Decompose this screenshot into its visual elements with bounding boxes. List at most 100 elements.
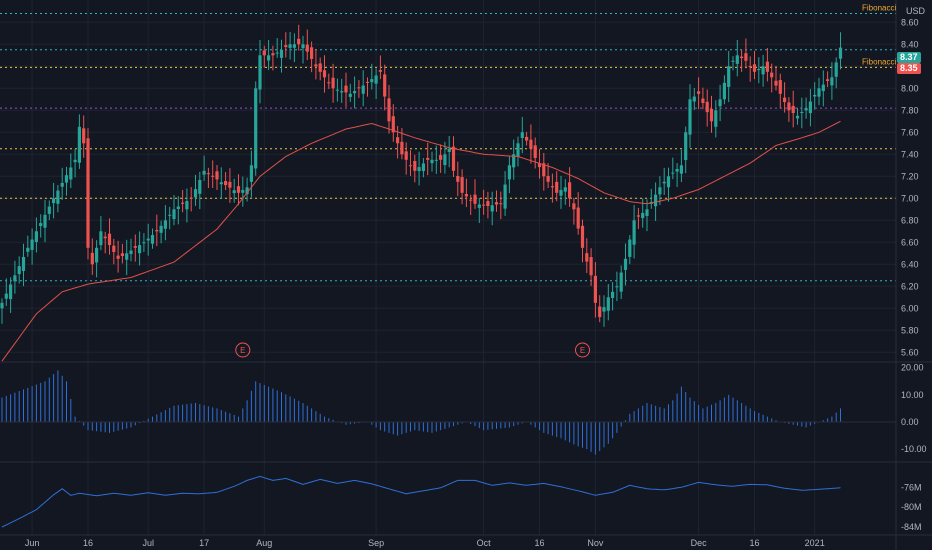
candle-body[interactable] [245,187,249,195]
earnings-marker[interactable] [575,342,590,358]
candle-body[interactable] [232,190,236,194]
candle-body[interactable] [735,55,739,64]
candle-body[interactable] [404,151,408,160]
candle-body[interactable] [701,98,705,103]
candle-body[interactable] [172,209,176,220]
candle-body[interactable] [77,126,81,163]
candle-body[interactable] [99,231,103,246]
candle-body[interactable] [838,47,843,59]
candle-body[interactable] [9,284,13,300]
candle-body[interactable] [542,163,546,177]
candle-body[interactable] [748,65,752,67]
candle-body[interactable] [64,175,69,183]
candle-body[interactable] [228,181,232,188]
candle-body[interactable] [580,225,585,248]
candle-body[interactable] [456,176,460,182]
candle-body[interactable] [817,88,821,97]
candle-body[interactable] [168,214,172,216]
candle-body[interactable] [396,137,400,144]
candle-body[interactable] [181,202,185,204]
candle-body[interactable] [374,75,378,84]
candle-body[interactable] [563,187,567,192]
candlestick-series[interactable] [0,24,843,327]
candle-body[interactable] [297,38,301,45]
candle-body[interactable] [254,88,258,169]
candle-body[interactable] [426,157,430,160]
candle-body[interactable] [654,194,658,207]
candle-body[interactable] [546,175,550,182]
candle-body[interactable] [249,165,253,182]
candle-body[interactable] [335,89,339,91]
candle-body[interactable] [86,138,90,248]
candle-body[interactable] [90,252,94,265]
candle-body[interactable] [783,97,787,103]
candle-body[interactable] [95,247,99,263]
candle-body[interactable] [688,99,692,135]
candle-body[interactable] [507,165,511,180]
candle-body[interactable] [525,136,529,141]
candle-body[interactable] [477,204,481,208]
candle-body[interactable] [133,246,137,248]
candle-body[interactable] [310,47,314,59]
candle-body[interactable] [537,163,542,168]
candle-body[interactable] [628,239,632,257]
candle-body[interactable] [30,239,34,250]
candle-body[interactable] [292,44,296,48]
candle-body[interactable] [271,53,275,56]
candle-body[interactable] [830,77,834,86]
candle-body[interactable] [146,238,150,241]
earnings-marker[interactable] [235,342,251,358]
candle-body[interactable] [331,77,335,89]
candle-body[interactable] [593,275,597,303]
candle-body[interactable] [443,154,447,166]
candle-body[interactable] [731,60,735,62]
candle-body[interactable] [344,85,348,93]
candle-body[interactable] [322,70,327,78]
candle-body[interactable] [460,177,464,193]
candle-body[interactable] [327,82,331,84]
candle-body[interactable] [305,44,309,52]
candle-body[interactable] [26,247,30,252]
candle-body[interactable] [198,179,202,194]
candle-body[interactable] [391,116,395,133]
candle-body[interactable] [645,209,649,216]
candle-body[interactable] [125,253,129,260]
candle-body[interactable] [757,69,761,71]
candle-body[interactable] [804,108,808,111]
candle-body[interactable] [413,161,417,171]
candle-body[interactable] [288,44,292,48]
candle-body[interactable] [761,66,765,75]
candle-body[interactable] [60,182,64,187]
candle-body[interactable] [13,275,17,282]
candle-body[interactable] [572,203,576,210]
candle-body[interactable] [241,190,245,193]
candle-body[interactable] [421,163,425,172]
candle-body[interactable] [516,143,520,157]
candle-body[interactable] [494,202,499,205]
candle-body[interactable] [795,115,800,119]
candle-body[interactable] [142,242,146,244]
candle-body[interactable] [576,207,580,229]
candle-body[interactable] [800,111,804,113]
candle-body[interactable] [727,66,731,87]
candle-body[interactable] [107,233,112,246]
candle-body[interactable] [17,266,21,275]
candle-body[interactable] [353,91,357,94]
candle-body[interactable] [499,203,503,205]
candle-body[interactable] [236,186,241,193]
candle-body[interactable] [503,184,507,209]
candle-body[interactable] [512,154,516,168]
candle-body[interactable] [791,105,795,114]
candle-body[interactable] [821,84,825,92]
candle-body[interactable] [623,258,628,270]
candle-body[interactable] [314,64,318,67]
candle-body[interactable] [826,79,830,81]
candle-body[interactable] [103,236,107,239]
candle-body[interactable] [684,132,688,161]
candle-body[interactable] [150,234,155,244]
candle-body[interactable] [361,85,365,94]
candle-body[interactable] [215,171,219,180]
candle-body[interactable] [193,189,198,198]
